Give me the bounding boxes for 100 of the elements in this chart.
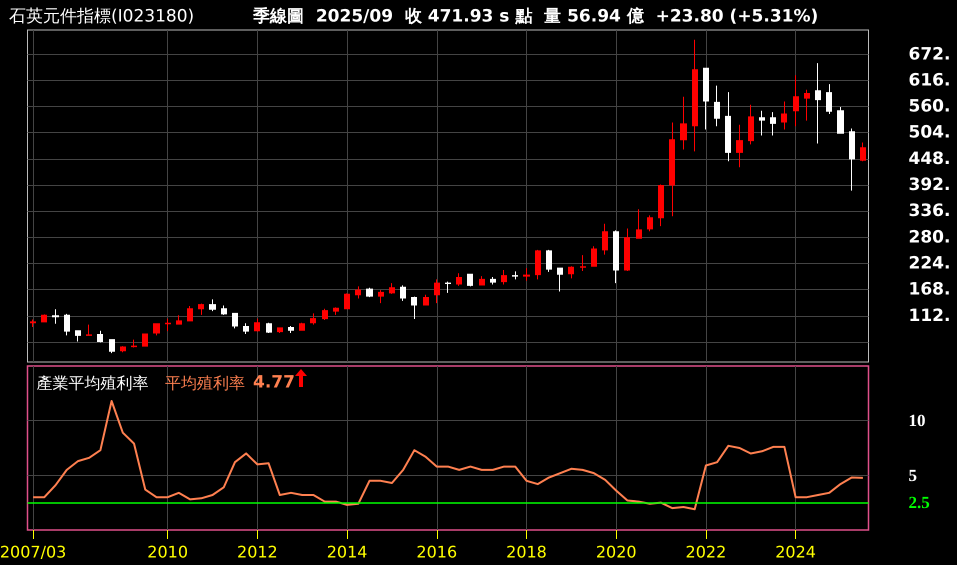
candlestick <box>64 313 70 336</box>
x-tick-label: 2010 <box>147 542 188 562</box>
candlestick <box>232 312 238 329</box>
candlestick <box>243 322 249 334</box>
candlestick <box>176 314 182 325</box>
x-tick-label: 2018 <box>506 542 547 562</box>
candlestick <box>109 339 115 354</box>
candlestick <box>512 270 518 280</box>
candlestick <box>624 228 630 272</box>
candlestick <box>748 104 754 145</box>
y-tick-label: 672. <box>908 44 950 64</box>
candlestick <box>546 249 552 272</box>
candlestick <box>613 230 619 284</box>
chart-subtitle: 季線圖 2025/09 收 471.93 s 點 量 56.94 億 +23.80 (+5.31%) <box>252 6 818 26</box>
candlestick <box>355 286 361 299</box>
candlestick <box>591 246 597 267</box>
candlestick <box>759 110 765 136</box>
y-tick-label: 616. <box>908 70 950 90</box>
candlestick <box>41 314 47 323</box>
candlestick <box>725 92 731 162</box>
candlestick <box>86 324 92 336</box>
candlestick <box>52 308 59 324</box>
candlestick <box>692 39 698 152</box>
candlestick <box>366 287 373 298</box>
candlestick <box>501 270 507 285</box>
candlestick <box>411 296 417 320</box>
candlestick <box>669 122 675 217</box>
candlestick <box>198 303 204 316</box>
candlestick <box>837 106 844 134</box>
candlestick <box>736 124 743 168</box>
y-tick-label: 448. <box>908 148 950 169</box>
y-tick-label: 10 <box>908 411 926 430</box>
x-tick-label: 2012 <box>237 542 278 562</box>
candlestick <box>849 128 855 192</box>
candlestick <box>209 298 216 312</box>
x-tick-label: 2024 <box>775 542 816 562</box>
candlestick <box>30 319 36 328</box>
candlestick <box>557 268 563 292</box>
candlestick <box>770 112 776 136</box>
candlestick <box>445 281 451 294</box>
candlestick <box>277 326 283 334</box>
candlestick <box>602 223 608 256</box>
candlestick <box>826 84 832 115</box>
text: 平均殖利率 <box>165 374 245 392</box>
x-tick-label: 2016 <box>416 542 458 562</box>
y-tick-label: 392. <box>908 175 950 196</box>
candlestick <box>490 276 496 285</box>
candlestick <box>153 323 160 336</box>
candlestick <box>636 208 642 239</box>
candlestick <box>781 100 787 130</box>
x-tick-label: 2014 <box>326 542 368 562</box>
candlestick <box>467 274 473 287</box>
candlestick <box>456 272 462 286</box>
candlestick <box>860 142 866 162</box>
line-series <box>32 400 864 510</box>
candlestick <box>187 305 193 322</box>
candlestick <box>815 62 821 144</box>
candlestick <box>97 330 103 343</box>
candlestick <box>75 330 81 342</box>
candlestick <box>580 254 586 272</box>
candlestick <box>568 266 574 279</box>
chart-title: 石英元件指標(I023180) <box>9 6 194 26</box>
candlestick <box>120 346 126 353</box>
x-tick-label: 2022 <box>686 542 726 562</box>
candlestick <box>266 322 272 334</box>
candlestick <box>647 214 653 232</box>
candlestick <box>165 318 171 332</box>
candlestick <box>680 96 687 150</box>
candlestick <box>434 278 440 304</box>
candlestick <box>310 312 316 326</box>
candlestick <box>221 305 227 316</box>
candlestick <box>254 318 260 332</box>
candlestick <box>344 292 350 310</box>
candlestick <box>523 268 530 282</box>
candlestick <box>378 290 384 304</box>
y-tick-label: 280. <box>908 227 950 248</box>
candlestick <box>299 322 305 331</box>
candlestick <box>479 276 485 286</box>
y-tick-label: 5 <box>908 466 917 485</box>
candlestick <box>658 184 664 227</box>
y-tick-label: 168. <box>908 280 950 300</box>
y-tick-label: 504. <box>908 122 950 143</box>
y-tick-label: 336. <box>908 201 950 222</box>
annotation: 4.77 <box>253 372 295 392</box>
x-tick-label: 2007/03 <box>0 542 66 562</box>
text: 產業平均殖利率 <box>36 374 148 392</box>
x-tick-label: 2020 <box>596 542 637 562</box>
candlestick <box>389 282 395 294</box>
candlestick <box>131 339 137 348</box>
y-tick-label: 224. <box>908 253 950 274</box>
candlestick <box>400 284 406 302</box>
candlestick <box>714 85 720 127</box>
ref-line-label: 2.5 <box>908 493 930 512</box>
candlestick <box>333 306 339 316</box>
candlestick <box>793 74 799 127</box>
candlestick <box>288 326 294 334</box>
y-tick-label: 112. <box>908 306 950 326</box>
candlestick <box>142 333 148 347</box>
candlestick <box>535 249 541 280</box>
candlestick <box>322 308 328 320</box>
